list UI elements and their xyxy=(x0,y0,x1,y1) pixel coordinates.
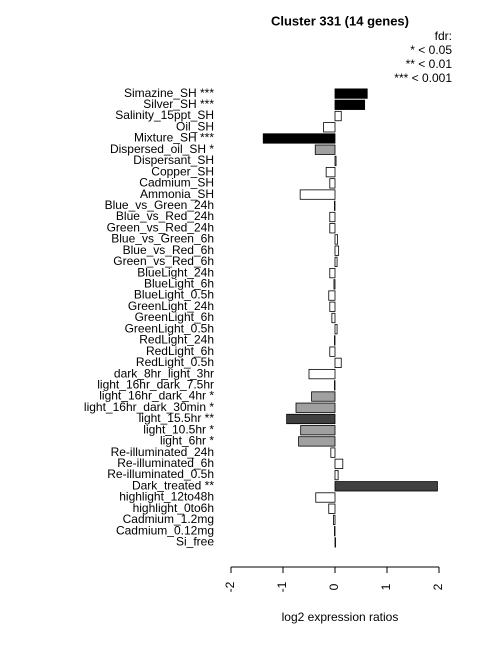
y-tick-label: Blue_vs_Red_24h xyxy=(116,209,214,223)
bar xyxy=(334,110,342,122)
bar xyxy=(262,133,336,144)
y-tick-label: Blue_vs_Green_24h xyxy=(105,198,214,212)
bar xyxy=(295,402,336,413)
bar xyxy=(315,492,336,503)
bar xyxy=(334,234,338,245)
bar xyxy=(334,357,342,368)
bar xyxy=(299,189,336,200)
x-tick-label: 2 xyxy=(431,583,445,590)
y-tick-label: light_10.5hr * xyxy=(143,422,214,436)
bar xyxy=(334,469,339,481)
bar xyxy=(329,223,336,234)
y-tick-label: Green_vs_Red_24h xyxy=(107,220,214,234)
y-tick-label: Simazine_SH *** xyxy=(124,86,214,100)
legend-entry: *** < 0.001 xyxy=(394,71,452,85)
y-tick-label: RedLight_0.5h xyxy=(136,355,214,369)
y-tick-label: Re-illuminated_24h xyxy=(111,445,214,459)
y-tick-label: light_15.5hr ** xyxy=(139,411,215,425)
bar xyxy=(331,312,336,324)
x-tick-label: -2 xyxy=(223,581,237,592)
bar xyxy=(334,380,336,391)
bar xyxy=(330,447,336,458)
bar xyxy=(298,436,336,447)
bar xyxy=(329,211,336,223)
y-tick-label: Dark_treated ** xyxy=(132,478,214,492)
y-tick-label: light_16hr_dark_7.5hr xyxy=(97,377,214,391)
y-tick-label: Dispersant_SH xyxy=(133,153,214,167)
y-tick-label: Oil_SH xyxy=(176,119,214,133)
legend-entry: * < 0.05 xyxy=(410,43,452,57)
legend-entry: ** < 0.01 xyxy=(406,57,453,71)
y-tick-label: Cadmium_0.12mg xyxy=(116,523,214,537)
y-tick-label: GreenLight_6h xyxy=(135,310,214,324)
bar xyxy=(333,514,336,526)
y-tick-label: Cadmium_1.2mg xyxy=(123,512,214,526)
y-tick-label: BlueLight_6h xyxy=(144,277,214,291)
bar xyxy=(329,346,336,357)
y-tick-label: Blue_vs_Green_6h xyxy=(111,232,214,246)
y-tick-label: BlueLight_0.5h xyxy=(134,288,214,302)
y-tick-label: Dispersed_oil_SH * xyxy=(110,142,214,156)
legend-title: fdr: xyxy=(435,29,452,43)
bar xyxy=(334,256,338,268)
bar xyxy=(308,368,336,380)
bar xyxy=(328,503,336,514)
y-tick-label: Re-illuminated_0.5h xyxy=(107,467,214,481)
bar xyxy=(334,88,368,99)
y-tick-label: RedLight_6h xyxy=(146,344,214,358)
x-axis-label: log2 expression ratios xyxy=(282,610,399,624)
y-tick-label: Ammonia_SH xyxy=(140,187,214,201)
y-tick-label: Copper_SH xyxy=(151,164,214,178)
y-tick-label: GreenLight_0.5h xyxy=(125,321,214,335)
bar xyxy=(329,268,336,279)
bar xyxy=(300,425,336,436)
chart-title: Cluster 331 (14 genes) xyxy=(271,13,409,28)
y-tick-label: RedLight_24h xyxy=(139,333,214,347)
y-tick-label: dark_8hr_light_3hr xyxy=(114,366,214,380)
y-tick-label: light_6hr * xyxy=(160,434,214,448)
x-tick-label: 1 xyxy=(379,583,393,590)
y-tick-label: Blue_vs_Red_6h xyxy=(123,243,214,257)
y-tick-label: Green_vs_Red_6h xyxy=(113,254,214,268)
bar xyxy=(334,458,344,469)
bar xyxy=(329,301,336,312)
x-tick-label: -1 xyxy=(275,581,289,592)
y-tick-label: Silver_SH *** xyxy=(143,97,214,111)
y-tick-label: Cadmium_SH xyxy=(139,176,214,190)
bar xyxy=(334,200,336,211)
bar xyxy=(333,279,336,290)
bar xyxy=(334,99,366,110)
bar xyxy=(323,122,336,133)
bar xyxy=(334,481,438,492)
bar xyxy=(286,413,336,425)
y-tick-label: Mixture_SH *** xyxy=(134,131,214,145)
bar xyxy=(334,245,340,256)
y-tick-label: highlight_0to6h xyxy=(133,501,214,515)
bar xyxy=(334,324,338,335)
bar xyxy=(311,391,336,402)
y-tick-label: Re-illuminated_6h xyxy=(117,456,214,470)
bar xyxy=(314,144,336,155)
y-tick-label: Salinity_15ppt_SH xyxy=(115,108,214,122)
bar xyxy=(334,537,336,548)
bar xyxy=(334,155,337,167)
y-tick-label: BlueLight_24h xyxy=(137,265,214,279)
bar xyxy=(334,335,336,346)
y-tick-label: Si_free xyxy=(176,535,214,549)
y-tick-label: GreenLight_24h xyxy=(128,299,214,313)
y-tick-label: highlight_12to48h xyxy=(119,490,214,504)
x-tick-label: 0 xyxy=(327,583,341,590)
bar xyxy=(334,526,336,537)
bar xyxy=(329,178,336,189)
bar xyxy=(325,167,336,178)
y-tick-label: light_16hr_dark_4hr * xyxy=(99,389,214,403)
bar xyxy=(328,290,336,301)
y-tick-label: light_16hr_dark_30min * xyxy=(84,400,214,414)
